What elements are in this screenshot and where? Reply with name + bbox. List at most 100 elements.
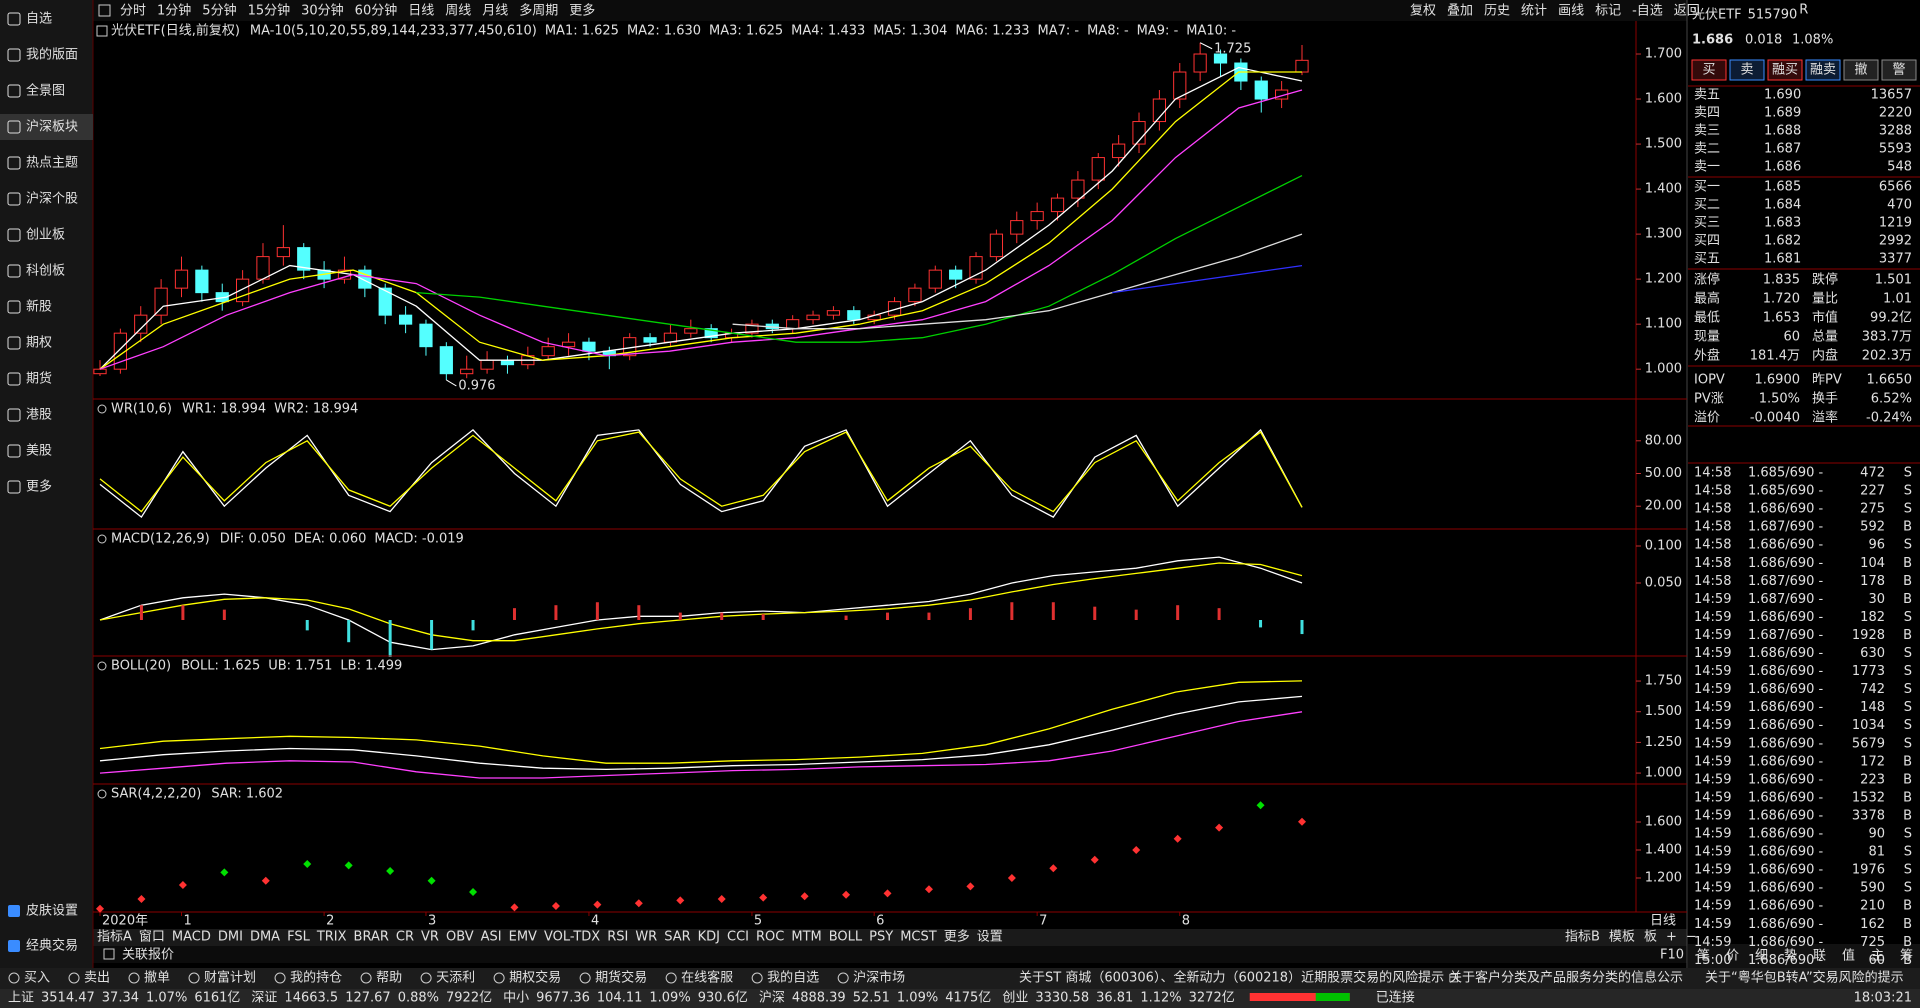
- indicator-tab[interactable]: VR: [421, 930, 439, 945]
- quote-tab[interactable]: 主: [1871, 949, 1884, 964]
- trade-button[interactable]: [1805, 59, 1841, 81]
- indicator-tab[interactable]: BRAR: [354, 930, 389, 945]
- sidebar-item[interactable]: 科创板: [26, 264, 65, 279]
- indicator-tab[interactable]: 窗口: [139, 929, 165, 945]
- indicator-tab[interactable]: PSY: [869, 930, 893, 945]
- trade-button-label[interactable]: 融卖: [1810, 63, 1836, 78]
- bottom-item[interactable]: 沪深市场: [853, 970, 905, 986]
- period-tab[interactable]: 月线: [482, 4, 508, 19]
- indicator-tab[interactable]: KDJ: [698, 930, 720, 945]
- bottom-item[interactable]: 我的持仓: [290, 970, 342, 986]
- quote-tab[interactable]: 值: [1842, 948, 1855, 964]
- sidebar-item[interactable]: 港股: [26, 408, 52, 423]
- notice[interactable]: 关于客户分类及产品服务分类的信息公示: [1449, 970, 1683, 986]
- quote-tab[interactable]: 势: [1784, 948, 1797, 964]
- indicator-tab-right[interactable]: −: [1686, 930, 1697, 945]
- tool-button[interactable]: 标记: [1595, 4, 1621, 19]
- sidebar-item[interactable]: 自选: [26, 12, 52, 27]
- indicator-tab[interactable]: EMV: [509, 930, 537, 945]
- period-tab[interactable]: 更多: [569, 3, 595, 19]
- indicator-tab[interactable]: MTM: [791, 930, 821, 945]
- period-tab[interactable]: 1分钟: [157, 3, 191, 19]
- bottom-item[interactable]: 帮助: [376, 971, 402, 986]
- indicator-tab-right[interactable]: +: [1666, 930, 1677, 945]
- indicator-tab[interactable]: DMI: [218, 930, 243, 945]
- period-tab[interactable]: 多周期: [519, 3, 558, 19]
- indicator-tab[interactable]: 指标A: [97, 930, 132, 945]
- bottom-item[interactable]: 在线客服: [681, 970, 733, 986]
- trade-button[interactable]: [1843, 59, 1879, 81]
- notice[interactable]: 关于ST 商城（600306）、全新动力（600218）近期股票交易的风险提示 …: [1019, 970, 1459, 986]
- sidebar-item[interactable]: 创业板: [26, 228, 65, 243]
- tool-button[interactable]: 历史: [1484, 4, 1510, 19]
- trade-button-label[interactable]: 警: [1892, 62, 1905, 78]
- bottom-item[interactable]: 财富计划: [204, 970, 256, 986]
- indicator-tab[interactable]: SAR: [664, 930, 690, 945]
- indicator-tab[interactable]: DMA: [250, 930, 280, 945]
- period-tab[interactable]: 5分钟: [202, 3, 236, 19]
- indicator-tab[interactable]: VOL-TDX: [544, 930, 600, 945]
- indicator-tab[interactable]: MACD: [172, 930, 211, 945]
- indicator-tab[interactable]: MCST: [900, 930, 937, 945]
- tool-button[interactable]: 画线: [1558, 4, 1584, 19]
- sidebar-bottom-item[interactable]: 经典交易: [26, 938, 78, 954]
- indicator-tab[interactable]: 设置: [977, 930, 1003, 945]
- sidebar-item[interactable]: 期权: [26, 335, 52, 351]
- indicator-tab[interactable]: RSI: [607, 930, 628, 945]
- trade-button-label[interactable]: 卖: [1740, 63, 1753, 78]
- indicator-tab[interactable]: CR: [396, 930, 414, 945]
- bottom-item[interactable]: 买入: [24, 971, 50, 986]
- bottom-item[interactable]: 卖出: [84, 971, 110, 986]
- tool-button[interactable]: 复权: [1410, 3, 1436, 19]
- indicator-tab[interactable]: BOLL: [829, 930, 863, 945]
- sidebar-item[interactable]: 沪深板块: [26, 119, 78, 135]
- indicator-tab-right[interactable]: 模板: [1609, 930, 1635, 945]
- linked-quote[interactable]: 关联报价: [122, 948, 174, 963]
- quote-tab[interactable]: 价: [1726, 949, 1739, 964]
- sidebar-item[interactable]: 新股: [26, 299, 52, 315]
- indicator-tab[interactable]: OBV: [446, 930, 474, 945]
- trade-button-label[interactable]: 买: [1702, 63, 1715, 78]
- sidebar-item[interactable]: 我的版面: [26, 47, 78, 63]
- period-tab[interactable]: 60分钟: [355, 3, 398, 19]
- sidebar-bottom-item[interactable]: 皮肤设置: [26, 904, 78, 919]
- indicator-tab[interactable]: CCI: [727, 930, 749, 945]
- period-tab[interactable]: 周线: [445, 4, 471, 19]
- indicator-tab-right[interactable]: 板: [1644, 930, 1657, 945]
- f10-button[interactable]: F10: [1660, 948, 1684, 963]
- tool-button[interactable]: 返回: [1674, 4, 1700, 19]
- period-tab[interactable]: 日线: [408, 4, 434, 19]
- sidebar-item[interactable]: 沪深个股: [26, 191, 78, 207]
- sidebar-item[interactable]: 更多: [26, 479, 52, 495]
- indicator-tab[interactable]: ROC: [756, 930, 784, 945]
- trade-button[interactable]: [1691, 59, 1727, 81]
- quote-tab[interactable]: 细: [1755, 949, 1768, 964]
- trade-button[interactable]: [1881, 59, 1917, 81]
- trade-button[interactable]: [1729, 59, 1765, 81]
- indicator-tab[interactable]: FSL: [287, 930, 311, 945]
- trade-button-label[interactable]: 撤: [1854, 62, 1867, 78]
- quote-tab[interactable]: 筹: [1900, 948, 1913, 964]
- trade-button[interactable]: [1767, 59, 1803, 81]
- period-tab[interactable]: 分时: [120, 4, 146, 19]
- trade-button-label[interactable]: 融买: [1772, 63, 1798, 78]
- sidebar-item[interactable]: 期货: [26, 371, 52, 387]
- sidebar-item[interactable]: 全景图: [26, 83, 65, 99]
- tool-button[interactable]: -自选: [1632, 4, 1663, 19]
- notice[interactable]: 关于“粤华包B转A”交易风险的提示: [1705, 970, 1904, 986]
- bottom-item[interactable]: 撤单: [144, 970, 170, 986]
- indicator-tab-right[interactable]: 指标B: [1565, 930, 1600, 945]
- period-tab[interactable]: 15分钟: [248, 3, 291, 19]
- indicator-tab[interactable]: 更多: [944, 929, 970, 945]
- tool-button[interactable]: 统计: [1521, 4, 1547, 19]
- period-tab[interactable]: 30分钟: [301, 3, 344, 19]
- indicator-tab[interactable]: TRIX: [316, 930, 347, 945]
- tool-button[interactable]: 叠加: [1447, 4, 1473, 19]
- bottom-item[interactable]: 天添利: [436, 971, 475, 986]
- indicator-tab[interactable]: ASI: [481, 930, 502, 945]
- sidebar-item[interactable]: 美股: [26, 444, 52, 459]
- sidebar-item[interactable]: 热点主题: [26, 156, 78, 171]
- bottom-item[interactable]: 期货交易: [595, 970, 647, 986]
- indicator-tab[interactable]: WR: [635, 930, 657, 945]
- quote-tab[interactable]: 笔: [1697, 948, 1710, 964]
